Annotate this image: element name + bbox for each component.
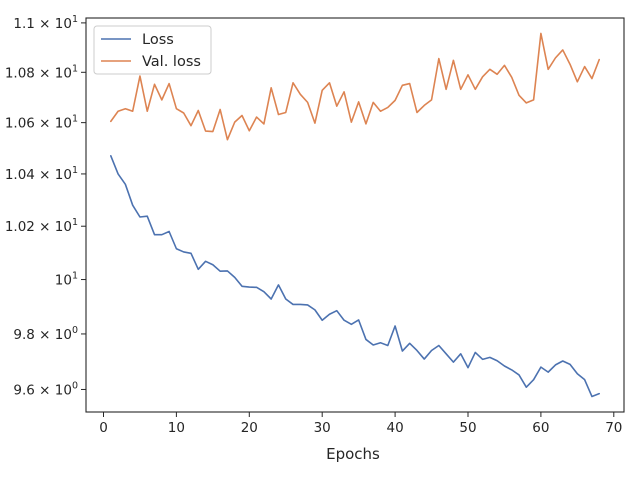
plot-background: [86, 18, 624, 412]
y-tick-label: 9.8 × 100: [13, 325, 78, 343]
plot-area: [86, 18, 624, 412]
y-tick-label: 1.08 × 101: [5, 63, 78, 81]
x-tick-label: 60: [532, 420, 549, 436]
y-tick-label: 1.1 × 101: [13, 14, 78, 32]
y-tick-label: 1.02 × 101: [5, 217, 78, 235]
legend-label: Val. loss: [142, 54, 201, 70]
axes-layer: 0 10 20 30 40 50 60 70 9.6 × 100 9.8 × 100 101 1.02…: [5, 14, 625, 436]
x-tick-label: 70: [605, 420, 622, 436]
y-tick-label: 9.6 × 100: [13, 380, 78, 398]
legend-label: Loss: [142, 32, 174, 48]
x-axis-label: Epochs: [326, 445, 380, 463]
x-tick-label: 50: [459, 420, 476, 436]
y-tick-label: 1.06 × 101: [5, 114, 78, 132]
y-tick-label: 101: [55, 271, 78, 289]
legend-box: [93, 25, 212, 75]
x-tick-label: 20: [241, 420, 258, 436]
y-tick-label: 1.04 × 101: [5, 165, 78, 183]
series-line-loss: [109, 155, 601, 398]
series-layer: [109, 32, 601, 398]
x-tick-label: 10: [168, 420, 185, 436]
x-tick-label: 30: [314, 420, 331, 436]
legend: Loss Val. loss: [93, 25, 212, 75]
axes-frame: [85, 17, 625, 413]
series-line-val-loss: [109, 32, 601, 141]
x-tick-label: 40: [387, 420, 404, 436]
x-tick-label: 0: [99, 420, 108, 436]
